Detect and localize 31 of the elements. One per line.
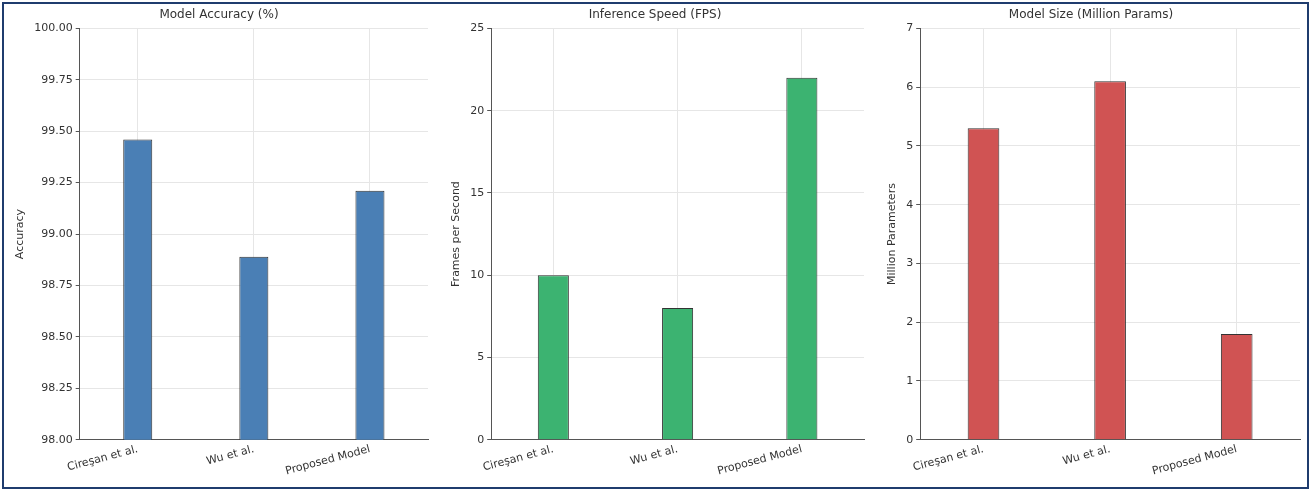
x-tick-label: Wu et al.: [628, 442, 680, 468]
y-tick-label: 15: [470, 185, 485, 199]
y-axis-title: Million Parameters: [885, 182, 899, 285]
y-tick-label: 4: [906, 197, 914, 211]
y-tick-label: 98.25: [41, 381, 73, 395]
y-tick-label: 99.00: [41, 226, 73, 240]
y-tick-label: 5: [477, 350, 485, 364]
x-tick-label: Wu et al.: [204, 442, 256, 468]
y-tick-label: 20: [470, 103, 485, 117]
y-tick-label: 1: [906, 373, 914, 387]
y-tick-label: 99.25: [41, 175, 73, 189]
y-tick-label: 98.75: [41, 278, 73, 292]
x-tick-label: Wu et al.: [1061, 442, 1112, 468]
y-tick-label: 2: [906, 315, 914, 329]
chart-title: Model Accuracy (%): [159, 7, 279, 22]
y-tick-label: 0: [906, 432, 914, 446]
y-tick-label: 99.75: [41, 72, 73, 86]
y-tick-label: 7: [906, 21, 914, 35]
chart-title: Inference Speed (FPS): [588, 7, 722, 22]
y-tick-label: 25: [470, 21, 485, 35]
y-tick-label: 3: [906, 256, 914, 270]
y-tick-label: 6: [906, 80, 914, 94]
x-tick-label: Cireşan et al.: [911, 442, 986, 474]
y-tick-label: 100.00: [34, 21, 73, 35]
y-axis-title: Frames per Second: [449, 181, 463, 287]
y-tick-label: 5: [906, 138, 914, 152]
y-tick-label: 10: [470, 268, 485, 282]
chart-title: Model Size (Million Params): [1008, 7, 1174, 22]
y-tick-label: 99.50: [41, 124, 73, 138]
y-tick-label: 98.50: [41, 329, 73, 343]
y-axis-title: Accuracy: [13, 208, 27, 260]
